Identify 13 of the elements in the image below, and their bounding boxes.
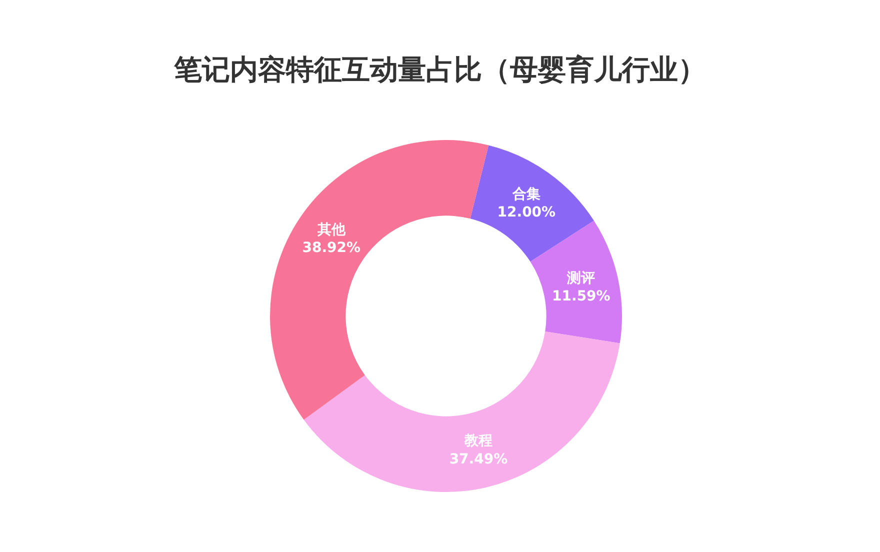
data-label: 11.59%	[552, 288, 610, 305]
data-label: 12.00%	[497, 204, 556, 221]
chart-title: 笔记内容特征互动量占比（母婴育儿行业）	[173, 52, 706, 86]
data-label: 38.92%	[302, 240, 361, 256]
donut-slice	[470, 145, 594, 262]
donut-slice	[270, 140, 489, 420]
slice-label: 合集	[511, 186, 540, 203]
donut-slice	[530, 220, 622, 344]
donut-slice	[304, 332, 620, 492]
slice-label: 教程	[463, 433, 492, 450]
slice-label: 其他	[316, 222, 346, 238]
slice-label: 测评	[566, 270, 596, 286]
data-label: 37.49%	[449, 451, 508, 468]
